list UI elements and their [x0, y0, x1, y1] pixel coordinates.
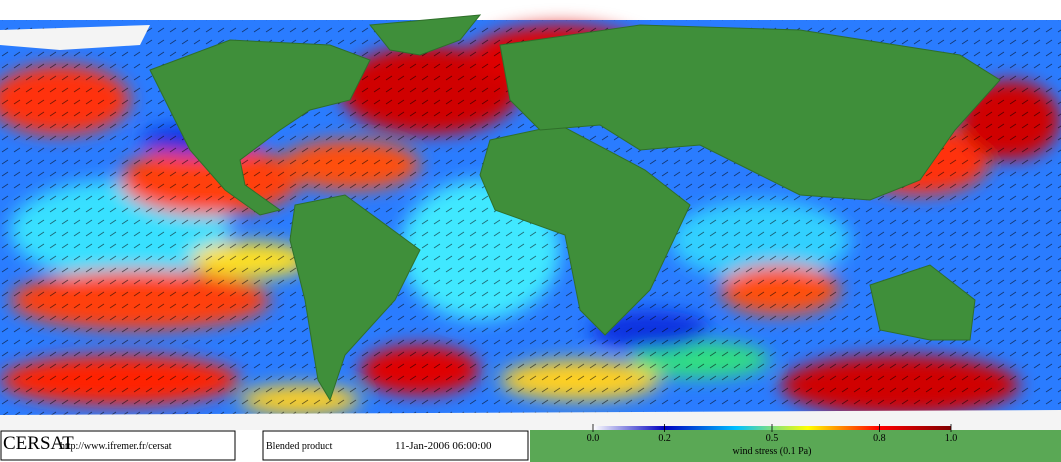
colorbar-tick-label: 0.0 [587, 433, 600, 444]
logo: CERSAT [3, 433, 74, 454]
url: http://www.ifremer.fr/cersat [60, 441, 172, 452]
product: Blended product [266, 441, 333, 452]
land [0, 14, 1061, 430]
colorbar-tick-label: 0.2 [658, 433, 671, 444]
logo-box [0, 430, 236, 461]
colorbar-tick-label: 0.5 [766, 433, 779, 444]
footer-land [530, 430, 1061, 462]
datetime: 11-Jan-2006 06:00:00 [395, 440, 492, 452]
colorbar-label: wind stress (0.1 Pa) [733, 446, 812, 457]
colorbar-tick-label: 1.0 [945, 433, 958, 444]
product-box [262, 430, 529, 461]
colorbar: wind stress (0.1 Pa) 0.0 0.2 0.5 0.8 1.0 [587, 424, 958, 457]
colorbar-tick-label: 0.8 [873, 433, 886, 444]
